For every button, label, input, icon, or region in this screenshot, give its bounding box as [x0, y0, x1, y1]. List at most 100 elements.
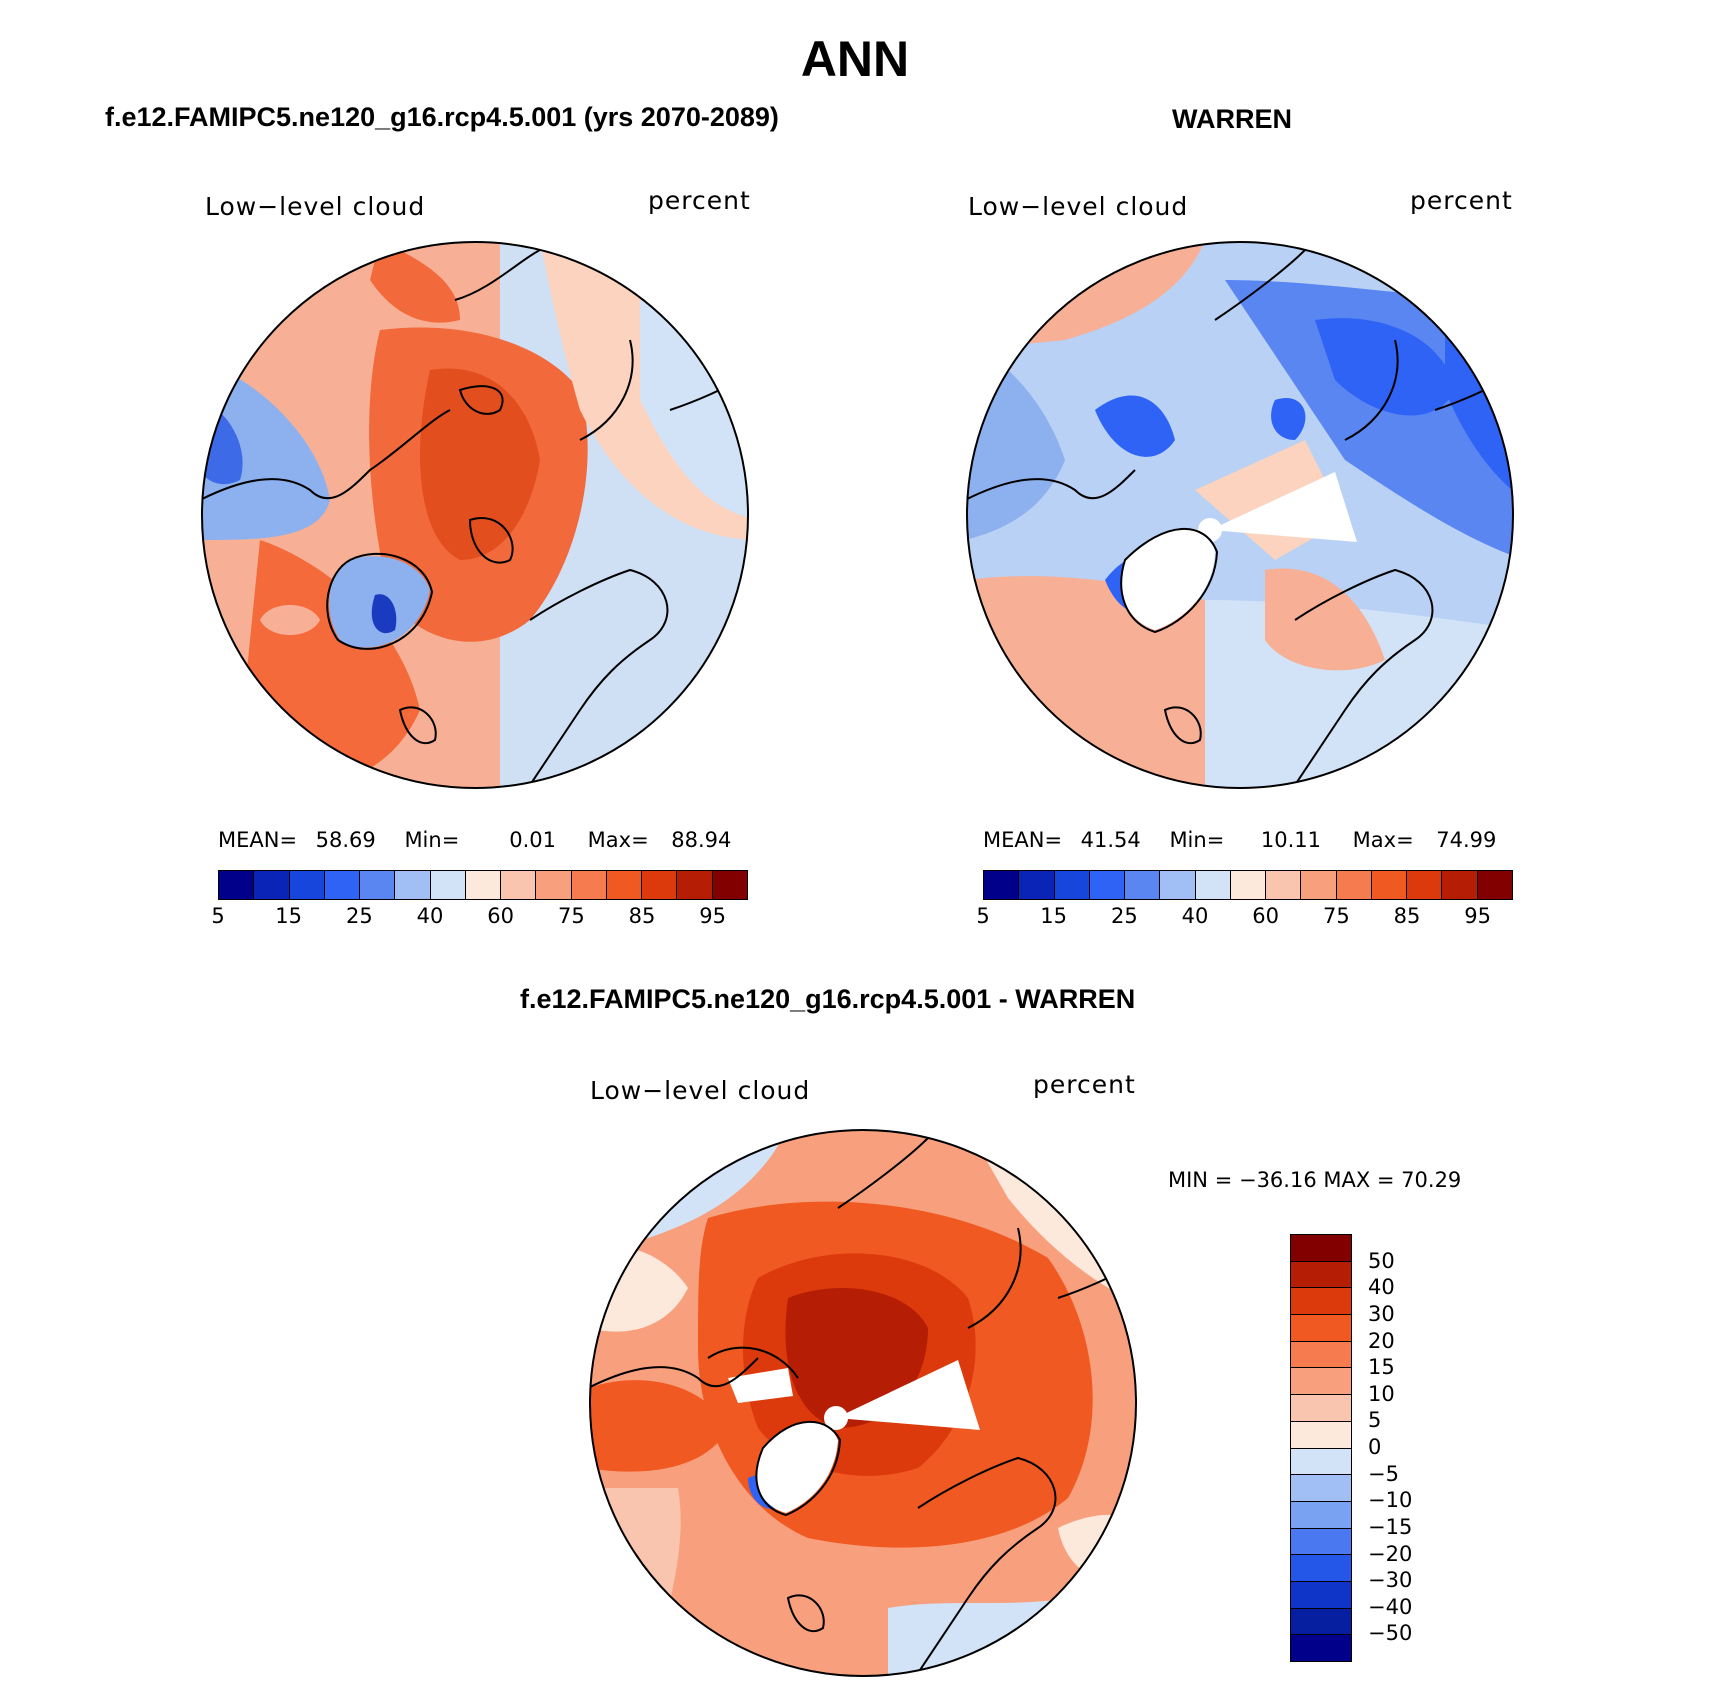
colorbar-tick-label: −40 — [1368, 1594, 1413, 1619]
colorbar-swatch — [1291, 1421, 1351, 1449]
colorbar-swatch — [1125, 871, 1161, 899]
colorbar-tick-label: 95 — [1464, 904, 1492, 928]
panel1-mean-label: MEAN= — [218, 828, 298, 852]
colorbar-tick-label: 85 — [1393, 904, 1421, 928]
colorbar-swatch — [1160, 871, 1196, 899]
colorbar-swatch — [254, 871, 290, 899]
colorbar-swatch — [1266, 871, 1302, 899]
panel1-min-value: 0.01 — [509, 828, 556, 852]
colorbar-tick-label: 25 — [345, 904, 373, 928]
colorbar-swatch — [1089, 871, 1126, 899]
colorbar-swatch — [1336, 871, 1372, 899]
panel2-variable-label: Low−level cloud — [968, 192, 1189, 221]
colorbar-tick-label: 85 — [628, 904, 656, 928]
figure-title: ANN — [800, 31, 910, 87]
colorbar-swatch — [606, 871, 643, 899]
colorbar-swatch — [465, 871, 502, 899]
colorbar-swatch — [1291, 1368, 1351, 1396]
colorbar-swatch — [1291, 1448, 1351, 1476]
colorbar-tick-label: 40 — [1368, 1275, 1395, 1300]
colorbar-tick-label: −30 — [1368, 1568, 1413, 1593]
colorbar-tick-label: 15 — [1368, 1355, 1395, 1380]
diff-polar-map — [589, 1129, 1137, 1677]
panel2-heading: WARREN — [1172, 104, 1292, 134]
panel2-min-label: Min= — [1169, 828, 1225, 852]
colorbar-tick-label: 5 — [1368, 1408, 1382, 1433]
panel1-heading: f.e12.FAMIPC5.ne120_g16.rcp4.5.001 (yrs … — [105, 102, 779, 132]
diff-minmax: MIN = −36.16 MAX = 70.29 — [1168, 1168, 1462, 1192]
colorbar-swatch — [1195, 871, 1231, 899]
colorbar-swatch — [1291, 1341, 1351, 1369]
panel1-polar-map — [201, 241, 749, 789]
diff-heading: f.e12.FAMIPC5.ne120_g16.rcp4.5.001 - WAR… — [520, 984, 1136, 1014]
panel1-stats: MEAN= 58.69 Min= 0.01 Max= 88.94 — [218, 828, 731, 852]
colorbar-tick-label: 75 — [557, 904, 585, 928]
colorbar-tick-label: 60 — [487, 904, 515, 928]
panel1-colorbar: 5 15 25 40 60 75 85 95 — [211, 870, 748, 934]
colorbar-swatch — [360, 871, 396, 899]
colorbar-tick-label: 0 — [1368, 1435, 1382, 1459]
diff-units-label: percent — [1033, 1070, 1136, 1099]
colorbar-tick-label: 25 — [1110, 904, 1138, 928]
colorbar-swatch — [1291, 1555, 1351, 1582]
colorbar-swatch — [289, 871, 325, 899]
colorbar-swatch — [395, 871, 431, 899]
colorbar-swatch — [1019, 871, 1055, 899]
colorbar-swatch — [1477, 871, 1512, 899]
colorbar-tick-label: 75 — [1322, 904, 1350, 928]
colorbar-tick-label: −50 — [1368, 1621, 1413, 1646]
colorbar-swatch — [1291, 1635, 1351, 1661]
colorbar-tick-label: 60 — [1252, 904, 1280, 928]
colorbar-tick-label: −20 — [1368, 1541, 1413, 1566]
colorbar-swatch — [1407, 871, 1443, 899]
colorbar-swatch — [219, 871, 255, 899]
panel1-variable-label: Low−level cloud — [205, 192, 426, 221]
colorbar-tick-label: −15 — [1368, 1514, 1413, 1539]
colorbar-tick-label: 50 — [1368, 1248, 1395, 1273]
colorbar-tick-label: 20 — [1368, 1328, 1395, 1353]
colorbar-tick-label: −5 — [1368, 1461, 1399, 1486]
colorbar-swatch — [1291, 1475, 1351, 1502]
colorbar-swatch — [1291, 1235, 1351, 1262]
colorbar-swatch — [1291, 1315, 1351, 1342]
colorbar-tick-label: 15 — [1040, 904, 1068, 928]
colorbar-swatch — [1291, 1395, 1351, 1422]
colorbar-swatch — [1442, 871, 1478, 899]
panel2-stats: MEAN= 41.54 Min= 10.11 Max= 74.99 — [983, 828, 1496, 852]
colorbar-tick-label: 15 — [275, 904, 303, 928]
panel2-mean-label: MEAN= — [983, 828, 1063, 852]
panel2-mean-value: 41.54 — [1080, 828, 1141, 852]
colorbar-swatch — [1291, 1288, 1351, 1316]
panel2-min-value: 10.11 — [1260, 828, 1321, 852]
colorbar-tick-label: −10 — [1368, 1488, 1413, 1513]
panel2-units-label: percent — [1410, 186, 1513, 215]
colorbar-swatch — [1291, 1581, 1351, 1609]
colorbar-swatch — [536, 871, 572, 899]
colorbar-tick-label: 95 — [699, 904, 727, 928]
colorbar-swatch — [430, 871, 466, 899]
panel1-units-label: percent — [648, 186, 751, 215]
colorbar-tick-label: 10 — [1368, 1381, 1395, 1406]
colorbar-swatch — [501, 871, 537, 899]
colorbar-swatch — [642, 871, 678, 899]
colorbar-swatch — [1054, 871, 1090, 899]
colorbar-swatch — [1291, 1501, 1351, 1529]
panel1-mean-value: 58.69 — [315, 828, 376, 852]
panel1-max-label: Max= — [587, 828, 649, 852]
colorbar-swatch — [324, 871, 361, 899]
colorbar-swatch — [571, 871, 607, 899]
colorbar-swatch — [1291, 1608, 1351, 1636]
panel1-max-value: 88.94 — [671, 828, 732, 852]
colorbar-swatch — [677, 871, 713, 899]
colorbar-tick-label: 5 — [976, 904, 990, 928]
diff-colorbar: 50 40 30 20 15 10 5 0 −5 −10 −15 −20 −30 −40 −50 — [1290, 1234, 1450, 1662]
colorbar-swatch — [984, 871, 1020, 899]
colorbar-swatch — [1230, 871, 1267, 899]
colorbar-swatch — [1291, 1261, 1351, 1289]
colorbar-tick-label: 40 — [416, 904, 444, 928]
colorbar-tick-label: 30 — [1368, 1301, 1395, 1326]
colorbar-tick-label: 5 — [211, 904, 225, 928]
colorbar-swatch — [1301, 871, 1337, 899]
colorbar-swatch — [1291, 1528, 1351, 1556]
panel2-max-label: Max= — [1352, 828, 1414, 852]
